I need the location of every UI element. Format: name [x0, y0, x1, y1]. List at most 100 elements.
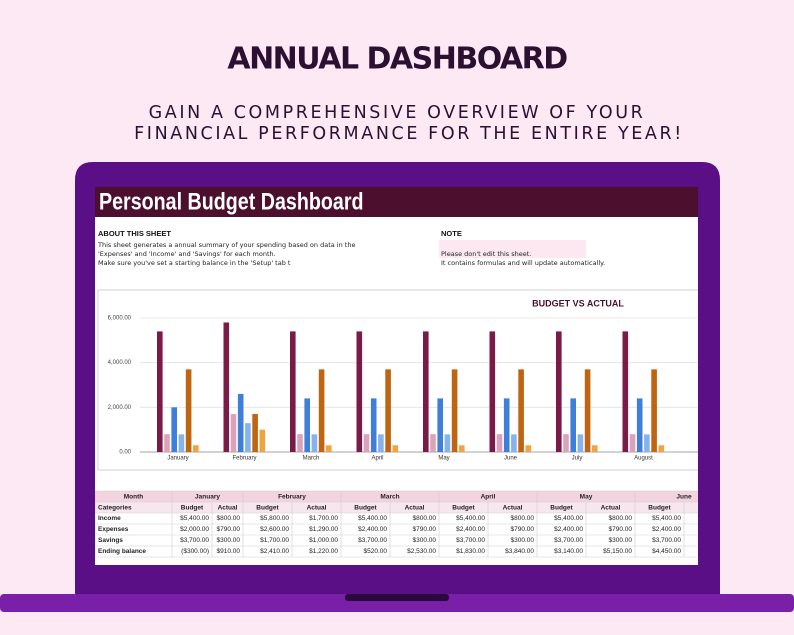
- table-cell: $2,400.00: [358, 526, 387, 533]
- table-header-bg: [95, 491, 698, 502]
- table-cell: $1,830.00: [456, 548, 485, 555]
- table-subheader-bg: [95, 502, 698, 513]
- table-cell: $5,400.00: [554, 515, 583, 522]
- sheet-title: Personal Budget Dashboard: [99, 187, 364, 214]
- table-header: January: [195, 494, 220, 501]
- x-tick-label: March: [303, 456, 320, 462]
- bar: [496, 434, 503, 452]
- bar: [570, 398, 576, 452]
- bar: [644, 434, 650, 452]
- x-tick-label: August: [634, 456, 653, 462]
- table-subheader: Categories: [98, 505, 132, 512]
- x-tick-label: July: [572, 456, 583, 462]
- spreadsheet: Personal Budget Dashboard ABOUT THIS SHE…: [95, 187, 698, 558]
- table-cell: $5,400.00: [652, 515, 681, 522]
- bar: [392, 445, 399, 452]
- table-cell: $2,000.00: [180, 526, 209, 533]
- bar: [525, 445, 532, 452]
- table-cell: $2,400.00: [652, 526, 681, 533]
- bar: [622, 331, 629, 452]
- table-cell: Savings: [98, 537, 123, 544]
- table-cell: $5,400.00: [180, 515, 209, 522]
- about-text: Make sure you've set a starting balance …: [98, 259, 291, 267]
- table-cell: Expenses: [98, 526, 129, 533]
- table-cell: $3,700.00: [652, 537, 681, 544]
- note-text: It contains formulas and will update aut…: [441, 259, 605, 267]
- x-tick-label: June: [504, 456, 518, 462]
- table-cell: $790.00: [217, 526, 241, 533]
- bar: [489, 331, 496, 452]
- x-tick-label: January: [167, 456, 188, 462]
- bar: [311, 434, 318, 452]
- table-cell: $2,600.00: [260, 526, 289, 533]
- table-cell: Income: [98, 515, 121, 522]
- table-cell: $5,400.00: [358, 515, 387, 522]
- table-cell: $300.00: [217, 537, 241, 544]
- table-cell: $4,450.00: [652, 548, 681, 555]
- bar: [563, 434, 569, 452]
- table-cell: $1,220.00: [309, 548, 338, 555]
- bar: [356, 331, 363, 452]
- table-cell: $3,700.00: [180, 537, 209, 544]
- bar: [185, 369, 192, 452]
- bar: [326, 445, 332, 452]
- table-cell: $790.00: [609, 526, 633, 533]
- note-highlight: [439, 240, 586, 258]
- bar: [193, 445, 199, 452]
- y-tick-label: 2,000.00: [108, 405, 132, 411]
- sheet-title-band: [95, 187, 698, 217]
- bar: [584, 369, 591, 452]
- bar: [592, 445, 598, 452]
- page-subtitle: GAIN A COMPREHENSIVE OVERVIEW OF YOUR: [149, 103, 646, 123]
- chart-panel: [97, 289, 698, 471]
- table-cell: $3,700.00: [554, 537, 583, 544]
- x-tick-label: February: [232, 456, 256, 462]
- bar: [636, 398, 643, 452]
- bar: [437, 398, 443, 452]
- table-cell: $3,840.00: [505, 548, 534, 555]
- table-cell: $790.00: [511, 526, 535, 533]
- bar: [370, 398, 377, 452]
- bar: [178, 434, 185, 452]
- about-text: 'Expenses' and 'Income' and 'Savings' fo…: [98, 250, 276, 258]
- table-cell: $300.00: [413, 537, 437, 544]
- table-header: February: [278, 494, 306, 501]
- bar: [297, 434, 303, 452]
- bar: [304, 398, 310, 452]
- table-cell: $2,400.00: [456, 526, 485, 533]
- bar: [223, 322, 230, 452]
- bar: [245, 423, 251, 452]
- table-subheader: Budget: [256, 505, 279, 512]
- bar: [259, 429, 266, 452]
- table-cell: $1,700.00: [309, 515, 338, 522]
- bar: [290, 331, 296, 452]
- table-cell: $790.00: [413, 526, 437, 533]
- table-cell: $3,140.00: [554, 548, 583, 555]
- table-cell: $2,530.00: [407, 548, 436, 555]
- x-tick-label: May: [438, 456, 449, 462]
- table-subheader: Actual: [218, 505, 238, 512]
- table-header: June: [676, 494, 692, 501]
- table-header: April: [481, 494, 496, 501]
- bar: [430, 434, 436, 452]
- x-tick-label: April: [371, 456, 383, 462]
- table-cell: $800.00: [511, 515, 535, 522]
- table-cell: ($300.00): [181, 548, 209, 555]
- table-header: Month: [124, 494, 144, 501]
- bar: [230, 414, 237, 452]
- table-cell: $2,410.00: [260, 548, 289, 555]
- table-subheader: Budget: [181, 505, 204, 512]
- table-cell: $5,400.00: [456, 515, 485, 522]
- bar: [651, 369, 657, 452]
- table-cell: $5,150.00: [603, 548, 632, 555]
- bar: [518, 369, 524, 452]
- table-cell: Ending balance: [98, 548, 146, 555]
- bar: [658, 445, 665, 452]
- table-cell: $520.00: [364, 548, 388, 555]
- bar: [451, 369, 458, 452]
- table-cell: $910.00: [217, 548, 241, 555]
- bar: [164, 434, 170, 452]
- table-cell: $800.00: [413, 515, 437, 522]
- bar: [511, 434, 517, 452]
